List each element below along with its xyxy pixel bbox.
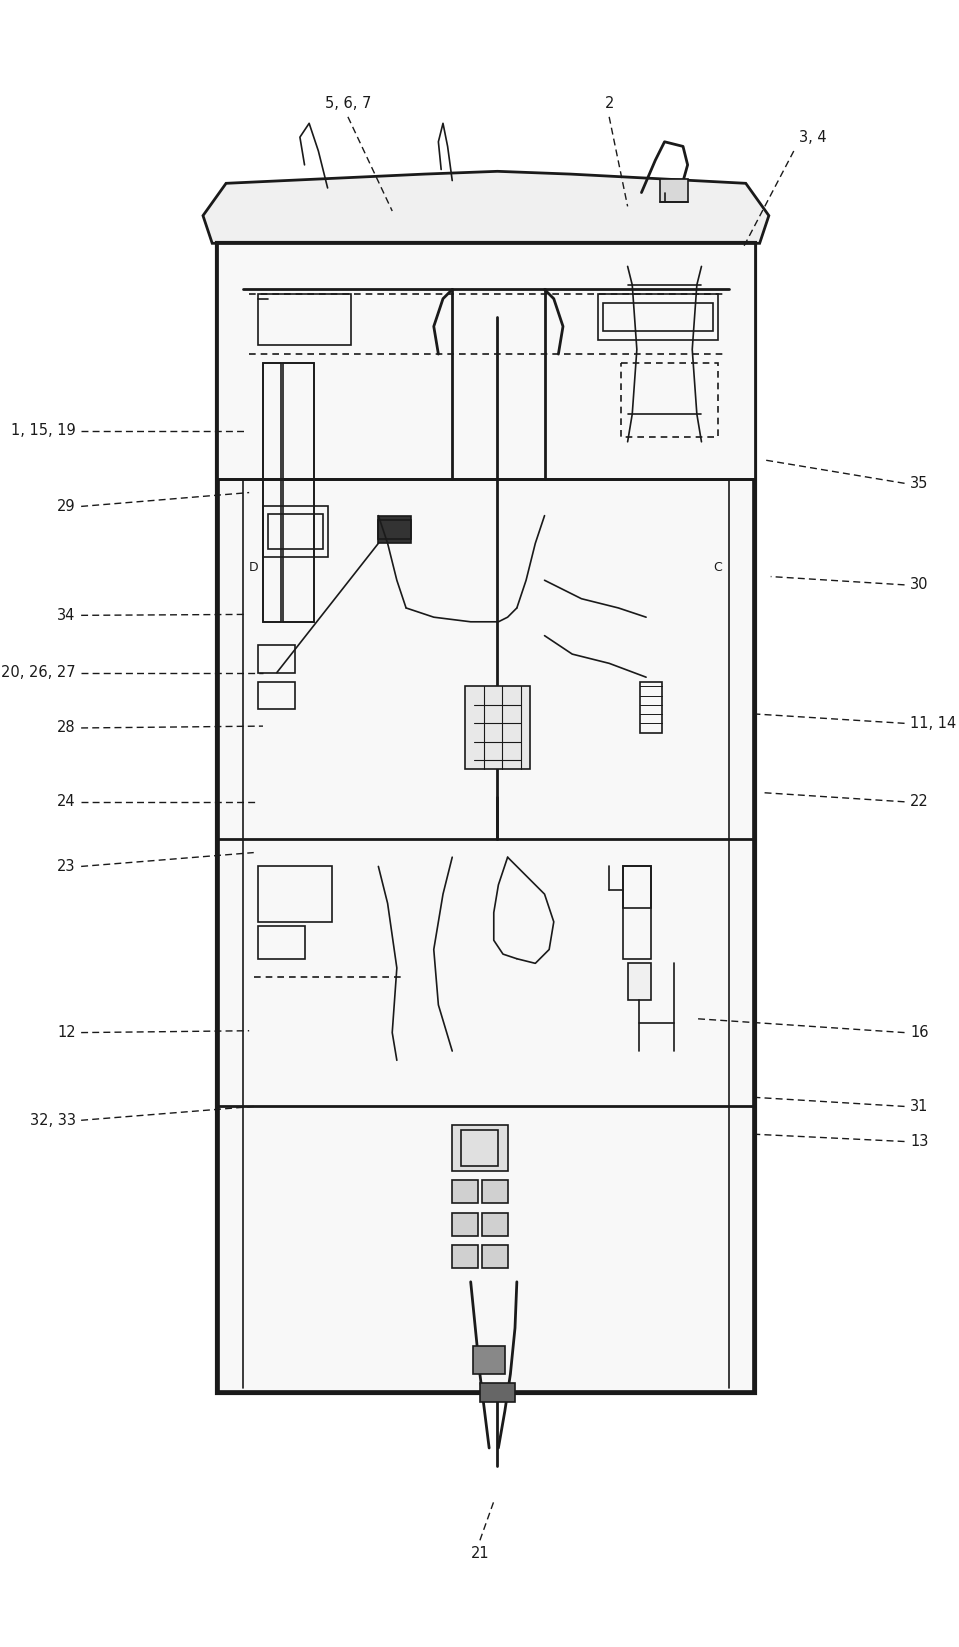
Text: 11, 14: 11, 14	[910, 716, 956, 731]
Circle shape	[302, 1260, 307, 1267]
Bar	[283, 364, 314, 623]
Bar	[627, 963, 651, 1000]
Bar	[268, 514, 323, 548]
Text: 24: 24	[57, 794, 76, 809]
Bar	[598, 295, 718, 341]
Bar	[263, 364, 314, 623]
Bar	[219, 245, 753, 1390]
Text: 34: 34	[58, 608, 76, 623]
Text: C: C	[713, 562, 722, 575]
Circle shape	[480, 814, 514, 847]
Ellipse shape	[281, 1234, 374, 1293]
Bar	[263, 506, 328, 557]
Text: 20, 26, 27: 20, 26, 27	[1, 665, 76, 680]
Text: 22: 22	[910, 794, 929, 809]
Text: 2: 2	[604, 96, 614, 112]
Bar	[461, 1130, 499, 1166]
Text: 1, 15, 19: 1, 15, 19	[11, 423, 76, 438]
Bar	[465, 687, 529, 769]
Bar	[217, 244, 755, 1393]
Circle shape	[348, 1260, 354, 1267]
Text: 3, 4: 3, 4	[799, 130, 827, 145]
Bar	[379, 516, 410, 544]
Text: D: D	[249, 562, 259, 575]
Text: 13: 13	[910, 1135, 928, 1150]
Circle shape	[325, 1260, 331, 1267]
Polygon shape	[442, 659, 552, 797]
Bar	[640, 682, 662, 733]
Bar	[263, 364, 281, 623]
Text: 32, 33: 32, 33	[30, 1113, 76, 1128]
Bar	[453, 1181, 479, 1204]
Bar	[481, 1181, 507, 1204]
Bar	[258, 295, 351, 344]
Text: 16: 16	[910, 1024, 928, 1041]
Bar	[258, 682, 295, 710]
Text: 29: 29	[57, 499, 76, 514]
Polygon shape	[203, 171, 769, 244]
Bar	[217, 244, 755, 479]
Bar	[623, 866, 651, 959]
Text: 30: 30	[910, 578, 928, 593]
Text: 12: 12	[57, 1024, 76, 1041]
Bar	[453, 1212, 479, 1235]
Text: 21: 21	[471, 1547, 489, 1561]
Bar	[623, 866, 651, 907]
Bar	[453, 1125, 507, 1171]
Text: 31: 31	[910, 1099, 928, 1113]
Bar	[621, 364, 718, 436]
Bar	[660, 180, 688, 203]
Bar	[602, 303, 713, 331]
Bar	[258, 866, 332, 922]
Bar	[481, 1245, 507, 1268]
Bar	[480, 1383, 515, 1402]
Text: ELKAY
SUPPLY: ELKAY SUPPLY	[375, 647, 620, 771]
Bar	[258, 646, 295, 672]
Bar	[379, 520, 410, 539]
Bar	[258, 926, 305, 959]
Text: 28: 28	[57, 720, 76, 736]
Text: 5, 6, 7: 5, 6, 7	[325, 96, 371, 112]
Text: 35: 35	[910, 476, 928, 491]
Bar	[481, 1212, 507, 1235]
Text: 23: 23	[58, 860, 76, 875]
Bar	[453, 1245, 479, 1268]
Bar	[473, 1347, 504, 1374]
